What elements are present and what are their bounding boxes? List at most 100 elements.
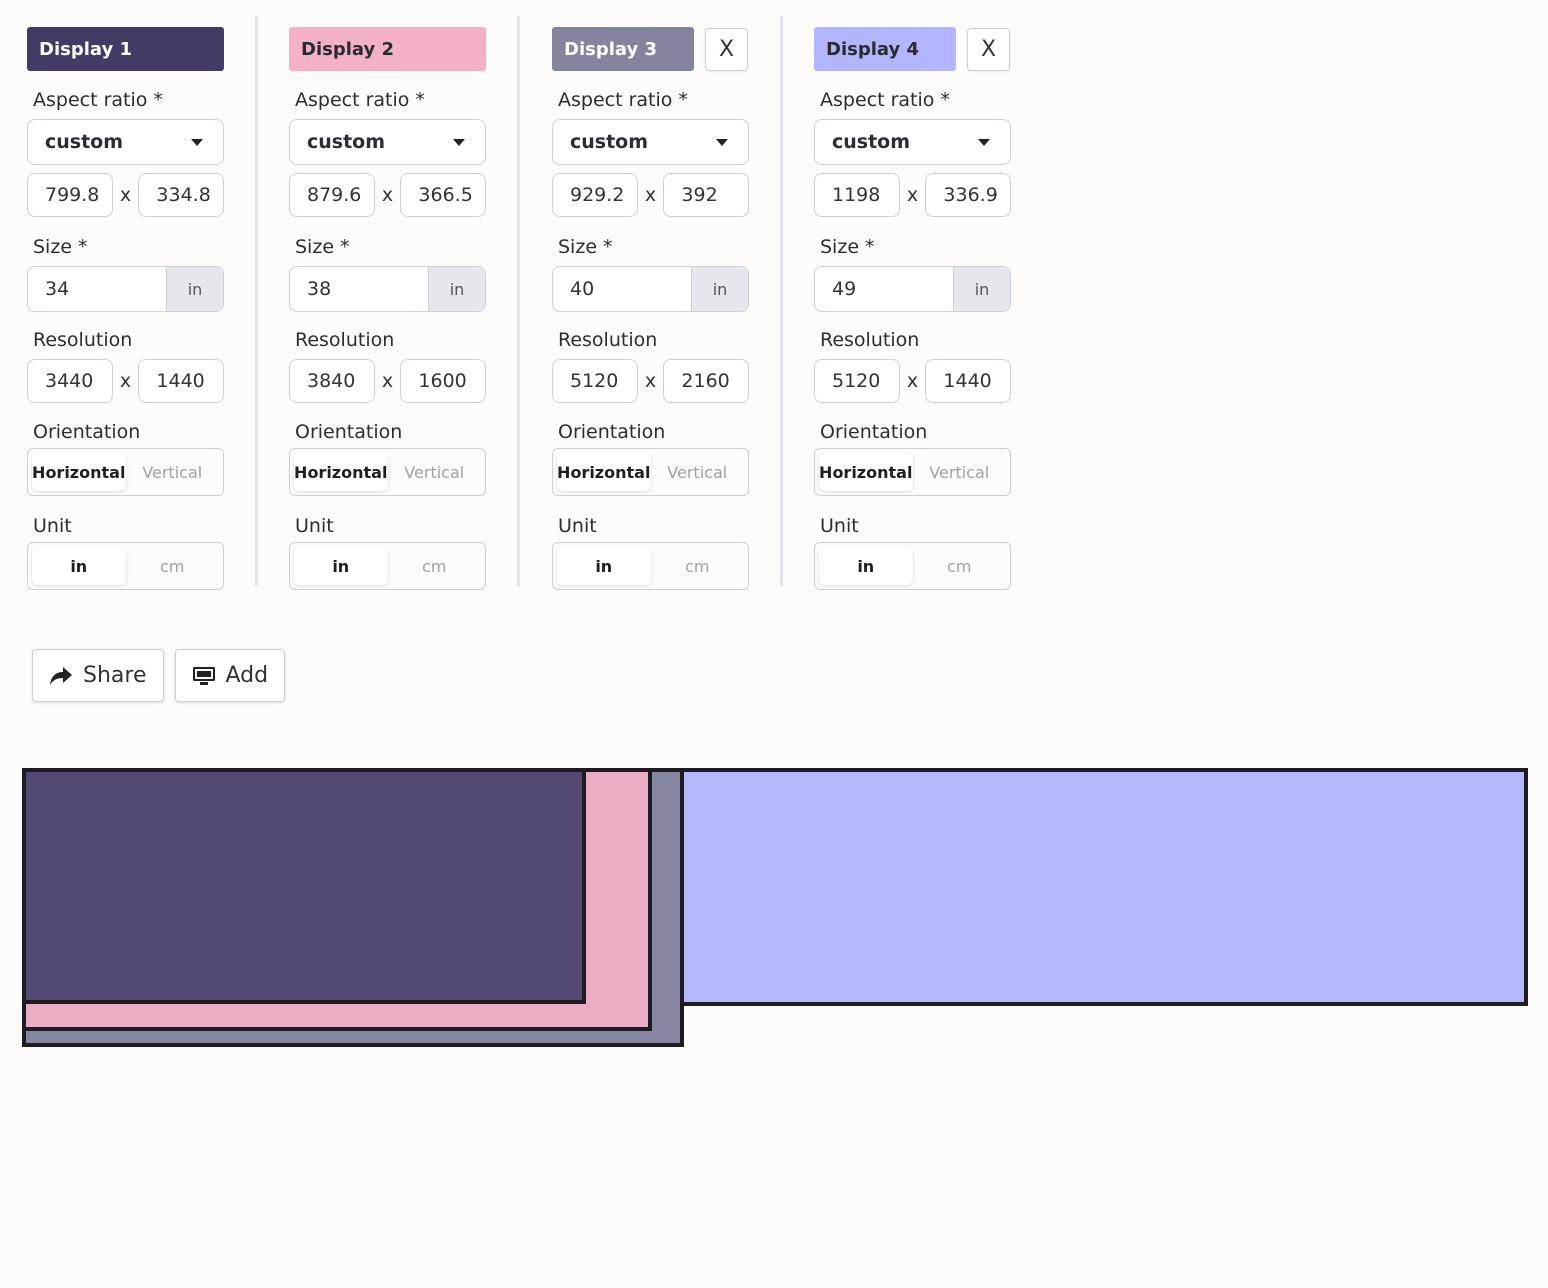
display-column-3: Display 3 X Aspect ratio * custom 929.2 … [552, 27, 749, 590]
orientation-toggle: Horizontal Vertical [552, 448, 749, 496]
resolution-width-input[interactable]: 5120 [814, 359, 900, 403]
aspect-ratio-value: custom [832, 131, 911, 153]
aspect-height-input[interactable]: 392 [663, 173, 749, 217]
unit-option-cm[interactable]: cm [160, 556, 185, 576]
orientation-label: Orientation [558, 421, 666, 443]
resolution-inputs: 3840 x 1600 [289, 359, 486, 403]
orientation-option-vertical[interactable]: Vertical [929, 462, 990, 482]
aspect-ratio-label: Aspect ratio * [295, 89, 425, 111]
unit-option-in[interactable]: in [32, 547, 126, 585]
size-input-group: 34 in [27, 266, 224, 312]
unit-option-in[interactable]: in [557, 547, 651, 585]
display-preview-screen-4[interactable] [680, 768, 1528, 1006]
remove-display-button[interactable]: X [967, 27, 1010, 71]
unit-label: Unit [820, 515, 859, 537]
remove-display-button[interactable]: X [705, 27, 748, 71]
aspect-ratio-inputs: 879.6 x 366.5 [289, 173, 486, 217]
resolution-label: Resolution [33, 329, 133, 351]
resolution-inputs: 3440 x 1440 [27, 359, 224, 403]
monitor-icon [192, 666, 215, 685]
orientation-option-vertical[interactable]: Vertical [142, 462, 203, 482]
resolution-width-input[interactable]: 3440 [27, 359, 113, 403]
aspect-width-input[interactable]: 1198 [814, 173, 900, 217]
size-label: Size * [820, 236, 875, 258]
aspect-width-input[interactable]: 929.2 [552, 173, 638, 217]
unit-option-in[interactable]: in [294, 547, 388, 585]
resolution-height-input[interactable]: 1440 [138, 359, 224, 403]
aspect-ratio-inputs: 1198 x 336.9 [814, 173, 1011, 217]
orientation-option-vertical[interactable]: Vertical [667, 462, 728, 482]
size-input[interactable]: 38 [307, 278, 332, 300]
close-icon: X [718, 36, 735, 62]
aspect-ratio-select[interactable]: custom [814, 119, 1011, 165]
share-button[interactable]: Share [32, 649, 164, 702]
orientation-toggle: Horizontal Vertical [289, 448, 486, 496]
unit-label: Unit [558, 515, 597, 537]
resolution-width-input[interactable]: 5120 [552, 359, 638, 403]
add-display-button[interactable]: Add [174, 649, 286, 702]
aspect-width-input[interactable]: 799.8 [27, 173, 113, 217]
aspect-ratio-label: Aspect ratio * [820, 89, 950, 111]
orientation-option-horizontal[interactable]: Horizontal [294, 453, 388, 491]
display-header: Display 3 X [552, 27, 749, 71]
aspect-height-input[interactable]: 366.5 [400, 173, 486, 217]
display-preview-screen-3[interactable] [22, 768, 684, 1047]
size-label: Size * [33, 236, 88, 258]
orientation-label: Orientation [33, 421, 141, 443]
aspect-separator: x [906, 184, 919, 206]
orientation-option-horizontal[interactable]: Horizontal [557, 453, 651, 491]
unit-option-in[interactable]: in [819, 547, 913, 585]
orientation-label: Orientation [295, 421, 403, 443]
resolution-separator: x [906, 370, 919, 392]
unit-toggle: in cm [552, 542, 749, 590]
size-input[interactable]: 49 [832, 278, 857, 300]
add-button-label: Add [225, 663, 269, 688]
resolution-label: Resolution [820, 329, 920, 351]
aspect-height-input[interactable]: 336.9 [925, 173, 1011, 217]
unit-option-cm[interactable]: cm [947, 556, 972, 576]
aspect-ratio-value: custom [307, 131, 386, 153]
orientation-option-horizontal[interactable]: Horizontal [32, 453, 126, 491]
resolution-separator: x [119, 370, 132, 392]
size-input-group: 40 in [552, 266, 749, 312]
aspect-ratio-select[interactable]: custom [552, 119, 749, 165]
resolution-height-input[interactable]: 1440 [925, 359, 1011, 403]
resolution-height-input[interactable]: 1600 [400, 359, 486, 403]
chevron-down-icon [716, 138, 728, 146]
display-preview-screen-1[interactable] [22, 768, 586, 1004]
unit-toggle: in cm [289, 542, 486, 590]
size-unit-addon: in [953, 267, 1010, 311]
share-arrow-icon [50, 666, 72, 685]
aspect-separator: x [381, 184, 394, 206]
display-header: Display 2 [289, 27, 486, 71]
aspect-width-input[interactable]: 879.6 [289, 173, 375, 217]
display-title: Display 1 [27, 27, 224, 71]
display-header: Display 1 [27, 27, 224, 71]
aspect-ratio-select[interactable]: custom [289, 119, 486, 165]
orientation-toggle: Horizontal Vertical [27, 448, 224, 496]
resolution-label: Resolution [295, 329, 395, 351]
orientation-option-vertical[interactable]: Vertical [404, 462, 465, 482]
size-input[interactable]: 34 [45, 278, 70, 300]
display-title: Display 3 [552, 27, 694, 71]
aspect-height-input[interactable]: 334.8 [138, 173, 224, 217]
aspect-ratio-value: custom [45, 131, 124, 153]
close-icon: X [980, 36, 997, 62]
aspect-ratio-select[interactable]: custom [27, 119, 224, 165]
resolution-width-input[interactable]: 3840 [289, 359, 375, 403]
size-input[interactable]: 40 [570, 278, 595, 300]
unit-option-cm[interactable]: cm [422, 556, 447, 576]
orientation-option-horizontal[interactable]: Horizontal [819, 453, 913, 491]
display-preview-screen-2[interactable] [22, 768, 652, 1031]
unit-toggle: in cm [27, 542, 224, 590]
display-column-2: Display 2 Aspect ratio * custom 879.6 x … [289, 27, 486, 590]
unit-option-cm[interactable]: cm [685, 556, 710, 576]
resolution-height-input[interactable]: 2160 [663, 359, 749, 403]
display-column-4: Display 4 X Aspect ratio * custom 1198 x… [814, 27, 1011, 590]
aspect-ratio-inputs: 799.8 x 334.8 [27, 173, 224, 217]
resolution-inputs: 5120 x 2160 [552, 359, 749, 403]
size-input-group: 49 in [814, 266, 1011, 312]
aspect-separator: x [119, 184, 132, 206]
orientation-toggle: Horizontal Vertical [814, 448, 1011, 496]
aspect-ratio-label: Aspect ratio * [558, 89, 688, 111]
